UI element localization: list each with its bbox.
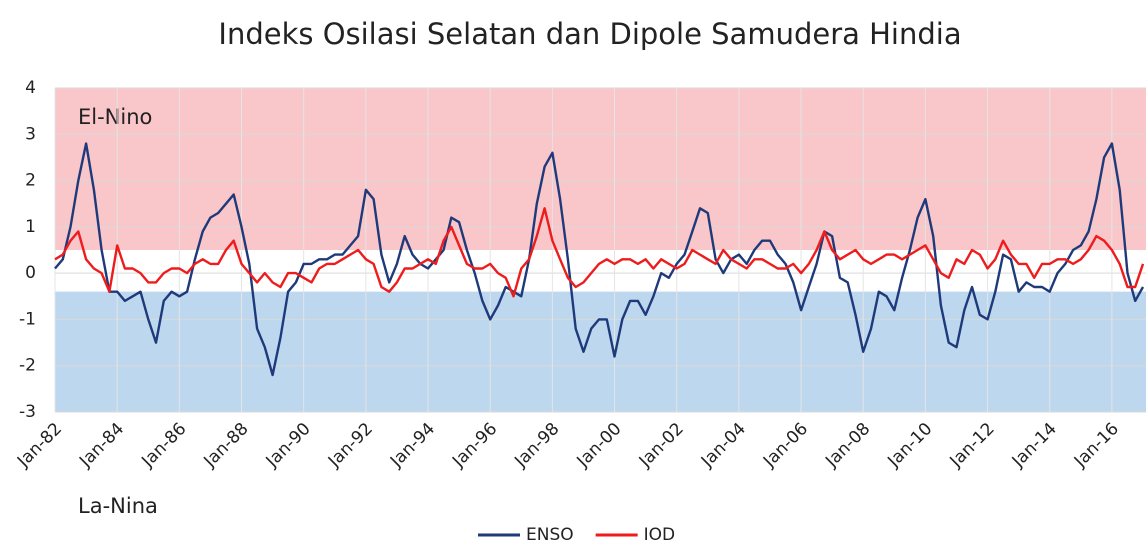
x-tick-label: Jan-96 [448, 419, 501, 472]
legend-label: ENSO [526, 525, 574, 545]
band-label: La-Nina [78, 494, 158, 518]
y-tick-label: 0 [25, 263, 36, 283]
x-tick-label: Jan-04 [697, 419, 750, 472]
band [55, 291, 1146, 412]
series-line [54, 207, 1145, 298]
x-tick-label: Jan-08 [821, 419, 874, 472]
x-tick-label: Jan-14 [1008, 419, 1061, 472]
x-tick-label: Jan-88 [200, 419, 253, 472]
y-tick-label: -1 [19, 309, 36, 329]
x-tick-label: Jan-16 [1070, 419, 1123, 472]
y-tick-label: 2 [25, 171, 36, 191]
x-tick-label: Jan-92 [324, 419, 377, 472]
x-tick-label: Jan-12 [946, 419, 999, 472]
x-tick-label: Jan-02 [635, 419, 688, 472]
y-tick-label: -2 [19, 356, 36, 376]
band-label: El-Nino [78, 105, 152, 129]
y-tick-label: 4 [25, 78, 36, 98]
legend-label: IOD [644, 525, 676, 545]
x-tick-label: Jan-06 [759, 419, 812, 472]
x-tick-label: Jan-82 [13, 419, 66, 472]
band [55, 88, 1146, 250]
series-line [54, 142, 1145, 377]
chart-title: Indeks Osilasi Selatan dan Dipole Samude… [218, 17, 961, 51]
y-tick-label: -3 [19, 402, 36, 422]
y-tick-label: 3 [25, 124, 36, 144]
x-tick-label: Jan-90 [262, 419, 315, 472]
x-tick-label: Jan-86 [137, 419, 190, 472]
x-tick-label: Jan-94 [386, 419, 439, 472]
y-tick-label: 1 [25, 217, 36, 237]
x-tick-label: Jan-98 [510, 419, 563, 472]
x-tick-label: Jan-00 [573, 419, 626, 472]
x-tick-label: Jan-84 [75, 419, 128, 472]
x-tick-label: Jan-10 [883, 419, 936, 472]
